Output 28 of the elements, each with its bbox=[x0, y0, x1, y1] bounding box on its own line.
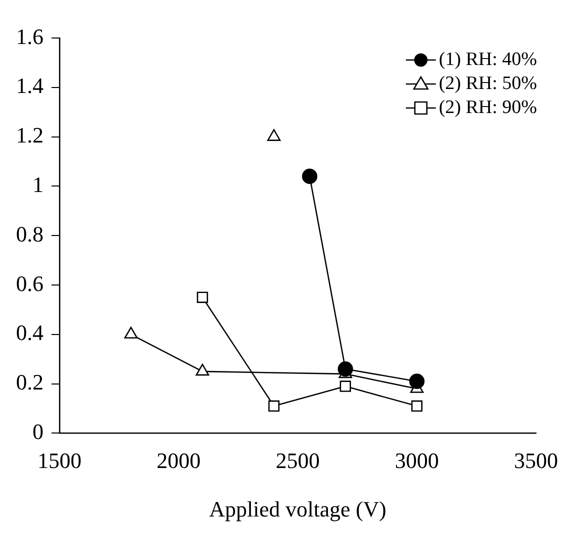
legend-label: (1) RH: 40% bbox=[438, 48, 538, 70]
point bbox=[409, 374, 425, 389]
x-tick-label: 3500 bbox=[514, 448, 558, 474]
point bbox=[196, 364, 210, 376]
y-tick-label: 1.2 bbox=[16, 122, 44, 148]
x-tick-label: 3000 bbox=[394, 448, 439, 474]
y-tick-label: 0.8 bbox=[16, 221, 44, 246]
point bbox=[340, 380, 351, 392]
y-tick-label: 1 bbox=[32, 172, 44, 197]
legend-label: (2) RH: 50% bbox=[438, 72, 538, 94]
y-tick-label: 0.6 bbox=[16, 270, 44, 296]
point bbox=[411, 400, 422, 412]
point bbox=[124, 326, 138, 339]
x-tick-label: 2000 bbox=[156, 448, 201, 474]
point bbox=[338, 361, 354, 377]
y-tick-label: 1.6 bbox=[16, 24, 44, 49]
legend-label: (2) RH: 90% bbox=[438, 96, 538, 118]
y-tick-label: 0.2 bbox=[16, 370, 44, 395]
point bbox=[268, 400, 280, 412]
x-axis-title: Applied voltage (V) bbox=[209, 496, 386, 522]
point bbox=[196, 292, 208, 303]
y-tick-label: 0 bbox=[32, 418, 44, 444]
y-tick-label: 1.4 bbox=[16, 73, 44, 98]
x-tick-label: 1500 bbox=[38, 448, 82, 474]
y-tick-label: 0.4 bbox=[16, 320, 44, 346]
x-tick-label: 2500 bbox=[276, 448, 320, 474]
point bbox=[267, 129, 281, 141]
point bbox=[302, 168, 318, 184]
